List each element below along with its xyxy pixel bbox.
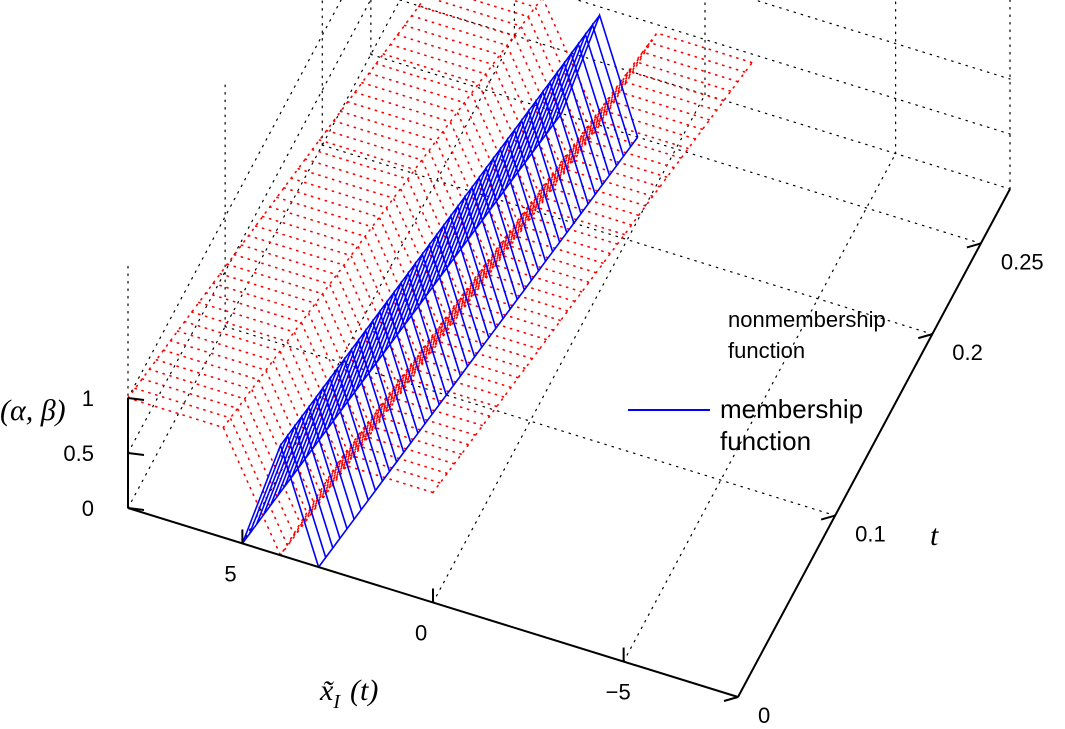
x-axis-label-arg: (t) bbox=[350, 674, 378, 707]
nonmembership-slice bbox=[509, 0, 746, 137]
legend: nonmembership function membership functi… bbox=[628, 307, 886, 456]
membership-surface bbox=[241, 12, 639, 568]
grid-side-wall-line-z bbox=[127, 0, 401, 509]
grid-back-wall-line-z bbox=[575, 0, 1011, 135]
grid-floor-line-x bbox=[623, 152, 897, 663]
t-tick-mark bbox=[820, 514, 836, 521]
membership-ridge bbox=[317, 136, 639, 568]
grid-back-wall-line-z bbox=[752, 0, 1011, 80]
x-axis-label-base: x̃ bbox=[319, 674, 334, 707]
membership-ridge bbox=[241, 113, 563, 544]
legend-nonmembership-line1: nonmembership bbox=[728, 307, 886, 332]
t-tick-mark bbox=[723, 696, 739, 702]
grid-floor-line-x bbox=[241, 34, 515, 545]
nonmembership-slice bbox=[433, 0, 732, 156]
x-tick-label: 5 bbox=[224, 561, 236, 586]
legend-membership-line1: membership bbox=[720, 394, 863, 424]
z-tick-label: 0 bbox=[82, 496, 94, 521]
t-tick-label: 0 bbox=[758, 703, 770, 728]
nonmembership-slice bbox=[396, 34, 704, 194]
x-tick-label: −5 bbox=[606, 680, 631, 705]
t-tick-label: 0.25 bbox=[1001, 249, 1044, 274]
x-axis-label-sub: I bbox=[332, 691, 341, 713]
z-tick-label: 0.5 bbox=[63, 441, 94, 466]
grid-floor-line-t bbox=[321, 144, 933, 335]
grid-floor-line-t bbox=[224, 325, 836, 517]
t-tick-label: 0.1 bbox=[855, 522, 886, 547]
tick-labels: 5 0 −5 0 0.1 0.2 0.25 0 0.5 1 bbox=[63, 249, 1043, 728]
z-tick-label: 1 bbox=[82, 386, 94, 411]
nonmembership-ridge bbox=[432, 61, 753, 494]
legend-nonmembership-line2: function bbox=[728, 338, 805, 363]
grid-floor-line-t bbox=[370, 53, 982, 245]
t-axis-label: t bbox=[930, 519, 939, 552]
z-tick-mark bbox=[127, 452, 145, 456]
grid-floor-line-x bbox=[432, 93, 706, 604]
nonmembership-slice bbox=[403, 24, 711, 185]
t-tick-mark bbox=[918, 333, 933, 340]
nonmembership-ridge bbox=[336, 32, 658, 464]
z-axis-label: (α, β) bbox=[0, 394, 66, 427]
t-tick-label: 0.2 bbox=[952, 340, 983, 365]
t-axis-line bbox=[737, 188, 1011, 698]
nonmembership-slice bbox=[542, 0, 753, 128]
z-tick-mark bbox=[127, 397, 145, 401]
nonmembership-slice bbox=[417, 5, 725, 166]
x-axis-label: x̃I (t) bbox=[319, 674, 378, 713]
grid-side-wall-line-z bbox=[127, 0, 372, 454]
axes bbox=[127, 188, 1011, 702]
grid-lines bbox=[127, 0, 1011, 698]
nonmembership-ridge bbox=[127, 0, 425, 399]
nonmembership-slice bbox=[410, 15, 718, 175]
legend-membership-line2: function bbox=[720, 426, 811, 456]
z-tick-mark bbox=[127, 507, 145, 511]
t-tick-mark bbox=[966, 242, 982, 249]
nonmembership-ridge bbox=[222, 0, 542, 429]
x-tick-label: 0 bbox=[415, 621, 427, 646]
membership-ridge bbox=[279, 14, 601, 446]
nonmembership-slice bbox=[471, 0, 739, 147]
